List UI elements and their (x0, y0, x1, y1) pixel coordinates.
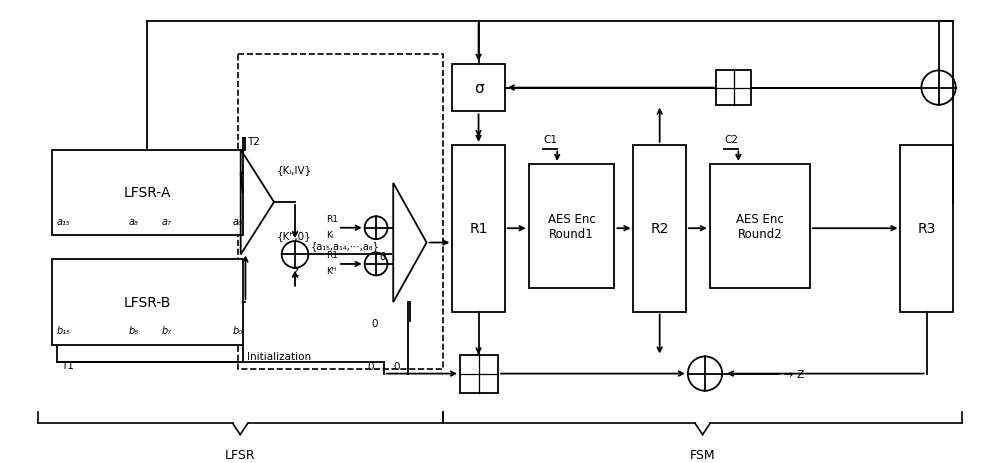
Text: AES Enc
Round2: AES Enc Round2 (736, 213, 784, 240)
Text: {Kₗ,IV}: {Kₗ,IV} (277, 164, 312, 174)
Text: R1: R1 (326, 250, 338, 260)
Bar (633, 145, 686, 312)
Text: AES Enc
Round1: AES Enc Round1 (548, 213, 595, 240)
Text: b₇: b₇ (162, 326, 172, 336)
Text: FSM: FSM (689, 448, 715, 461)
Text: 0: 0 (379, 252, 386, 262)
Text: LFSR-A: LFSR-A (124, 186, 171, 200)
Text: Initialization: Initialization (247, 351, 311, 362)
Text: a₈: a₈ (128, 216, 138, 226)
Text: R1: R1 (326, 214, 338, 224)
Text: {Kᴴ,0}: {Kᴴ,0} (277, 231, 312, 241)
Text: → Z: → Z (784, 369, 805, 379)
Bar (529, 164, 614, 288)
Text: Z: Z (291, 268, 299, 278)
Text: C2: C2 (724, 135, 738, 144)
Bar (460, 355, 498, 393)
Text: b₈: b₈ (128, 326, 138, 336)
Text: Kᴴ: Kᴴ (326, 266, 336, 275)
Text: 0: 0 (368, 361, 374, 371)
Text: R2: R2 (651, 222, 669, 236)
Bar (52, 260, 243, 345)
Bar (238, 55, 443, 369)
Text: 0: 0 (393, 361, 400, 371)
Text: C1: C1 (543, 135, 557, 144)
Text: LFSR-B: LFSR-B (124, 295, 171, 309)
Text: b₀: b₀ (233, 326, 243, 336)
Bar (452, 145, 505, 312)
Bar (452, 65, 505, 112)
Text: R1: R1 (469, 222, 488, 236)
Bar (900, 145, 953, 312)
Text: a₁₅: a₁₅ (57, 216, 70, 226)
Text: LFSR: LFSR (224, 448, 255, 461)
Text: a₇: a₇ (162, 216, 171, 226)
Text: T2: T2 (247, 137, 260, 147)
Text: σ: σ (474, 81, 483, 96)
Text: {a₁₅,a₁₄,⋯,a₈}: {a₁₅,a₁₄,⋯,a₈} (311, 240, 380, 250)
Text: a₀: a₀ (233, 216, 243, 226)
Text: Kₗ: Kₗ (326, 230, 334, 239)
Text: 0: 0 (372, 318, 378, 328)
Text: T1: T1 (61, 360, 74, 370)
Text: R3: R3 (917, 222, 936, 236)
Bar (52, 150, 243, 236)
Bar (716, 71, 751, 106)
Text: b₁₅: b₁₅ (57, 326, 71, 336)
Bar (710, 164, 810, 288)
